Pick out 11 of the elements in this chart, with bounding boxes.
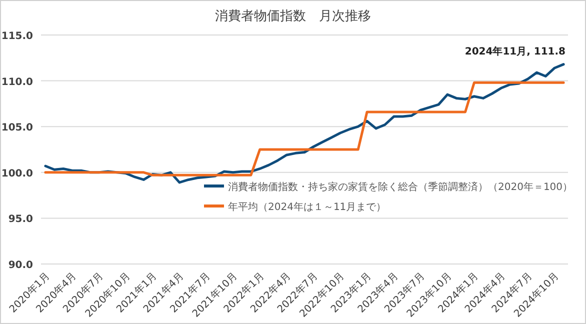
y-tick-label: 100.0 [1, 168, 34, 180]
line-series [44, 81, 565, 176]
chart-title: 消費者物価指数 月次推移 [215, 9, 371, 24]
y-tick-label: 105.0 [1, 122, 34, 134]
y-tick-label: 115.0 [1, 31, 34, 42]
y-tick-label: 95.0 [8, 214, 34, 226]
y-tick-label: 90.0 [8, 260, 34, 271]
legend-label: 消費者物価指数・持ち家の家賃を除く総合（季節調整済）（2020年＝100） [228, 181, 573, 193]
annotation: 2024年11月, 111.8 [464, 45, 566, 58]
y-tick-label: 110.0 [1, 76, 34, 88]
legend-label: 年平均（2024年は１～11月まで） [228, 201, 386, 213]
